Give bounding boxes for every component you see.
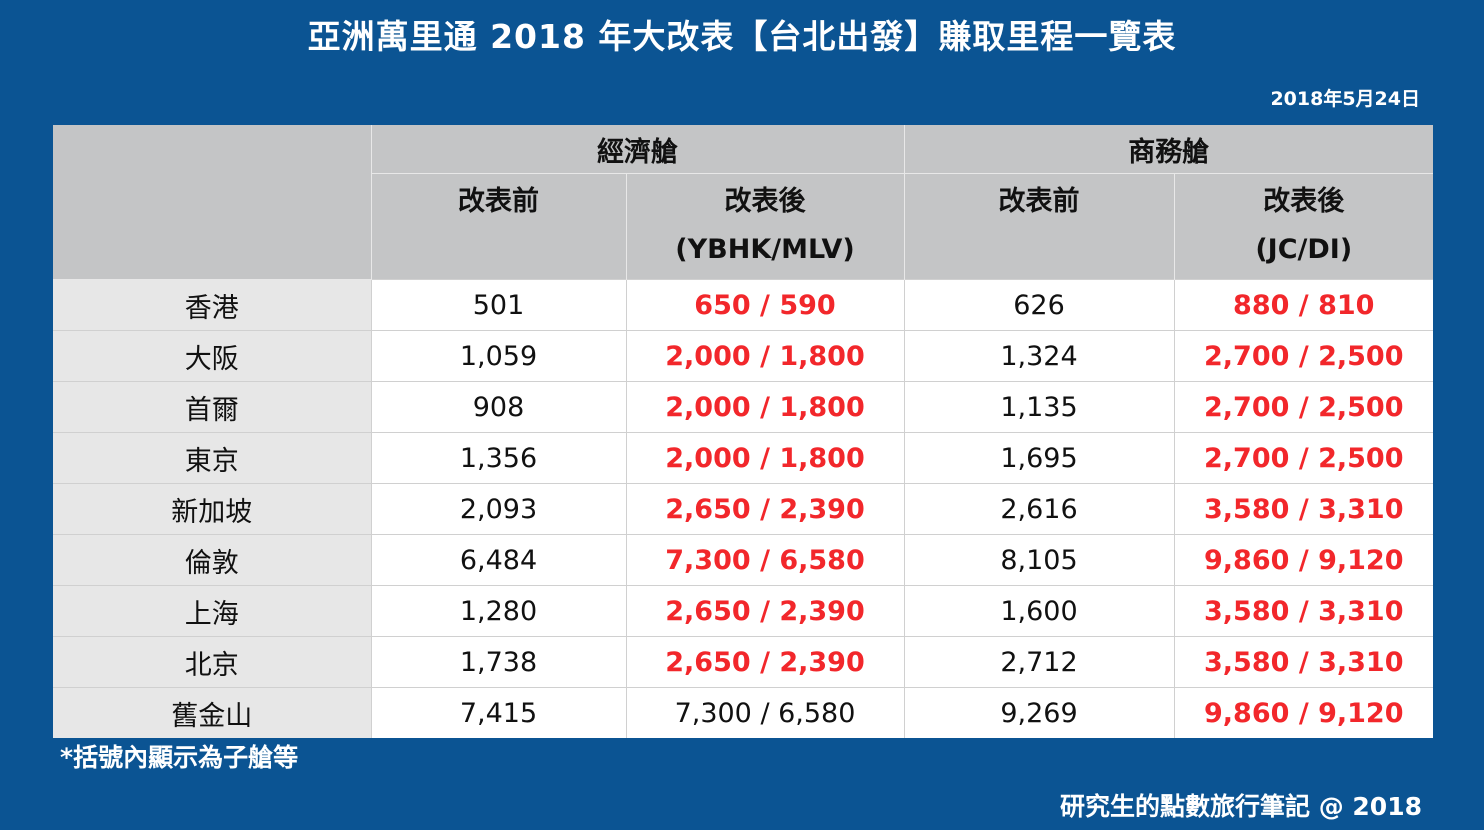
economy-after-cell: 2,650 / 2,390 bbox=[625, 483, 904, 535]
table-row: 東京 1,356 2,000 / 1,800 1,695 2,700 / 2,5… bbox=[53, 432, 1433, 484]
economy-before-cell: 908 bbox=[370, 381, 626, 433]
table-row: 香港 501 650 / 590 626 880 / 810 bbox=[53, 279, 1433, 331]
economy-before-cell: 1,280 bbox=[370, 585, 626, 637]
business-before-cell: 2,616 bbox=[903, 483, 1174, 535]
business-after-cell: 9,860 / 9,120 bbox=[1173, 687, 1433, 738]
table-row: 舊金山 7,415 7,300 / 6,580 9,269 9,860 / 9,… bbox=[53, 687, 1433, 738]
business-after-header: 改表後 (JC/DI) bbox=[1173, 173, 1433, 280]
business-after-cell: 3,580 / 3,310 bbox=[1173, 636, 1433, 688]
economy-before-cell: 2,093 bbox=[370, 483, 626, 535]
business-before-header: 改表前 bbox=[903, 173, 1174, 280]
economy-group-header: 經濟艙 bbox=[370, 125, 904, 174]
economy-before-cell: 7,415 bbox=[370, 687, 626, 738]
economy-after-cell: 650 / 590 bbox=[625, 279, 904, 331]
business-after-cell: 3,580 / 3,310 bbox=[1173, 483, 1433, 535]
business-after-cell: 2,700 / 2,500 bbox=[1173, 330, 1433, 382]
city-cell: 舊金山 bbox=[53, 687, 371, 738]
economy-after-cell: 2,000 / 1,800 bbox=[625, 330, 904, 382]
city-cell: 東京 bbox=[53, 432, 371, 484]
city-cell: 上海 bbox=[53, 585, 371, 637]
business-after-cell: 3,580 / 3,310 bbox=[1173, 585, 1433, 637]
economy-after-cell: 7,300 / 6,580 bbox=[625, 687, 904, 738]
economy-before-cell: 1,356 bbox=[370, 432, 626, 484]
table-row: 倫敦 6,484 7,300 / 6,580 8,105 9,860 / 9,1… bbox=[53, 534, 1433, 586]
table-row: 上海 1,280 2,650 / 2,390 1,600 3,580 / 3,3… bbox=[53, 585, 1433, 637]
economy-before-cell: 1,738 bbox=[370, 636, 626, 688]
economy-after-cell: 2,000 / 1,800 bbox=[625, 432, 904, 484]
table-header-group-row: 經濟艙 商務艙 bbox=[53, 125, 1433, 280]
business-before-cell: 1,600 bbox=[903, 585, 1174, 637]
business-after-cell: 2,700 / 2,500 bbox=[1173, 432, 1433, 484]
header-label: 改表後 bbox=[724, 186, 806, 217]
table-row: 北京 1,738 2,650 / 2,390 2,712 3,580 / 3,3… bbox=[53, 636, 1433, 688]
economy-before-cell: 501 bbox=[370, 279, 626, 331]
page-title: 亞洲萬里通 2018 年大改表【台北出發】賺取里程一覽表 bbox=[307, 17, 1177, 56]
city-cell: 大阪 bbox=[53, 330, 371, 382]
mileage-table: 經濟艙 商務艙 改表前 改表後 (YBHK/MLV) 改表前 改表後 (JC/D… bbox=[53, 125, 1433, 738]
economy-after-cell: 2,650 / 2,390 bbox=[625, 636, 904, 688]
economy-before-header: 改表前 bbox=[370, 173, 626, 280]
table-row: 新加坡 2,093 2,650 / 2,390 2,616 3,580 / 3,… bbox=[53, 483, 1433, 535]
table-row: 大阪 1,059 2,000 / 1,800 1,324 2,700 / 2,5… bbox=[53, 330, 1433, 382]
table-row: 首爾 908 2,000 / 1,800 1,135 2,700 / 2,500 bbox=[53, 381, 1433, 433]
economy-after-cell: 2,650 / 2,390 bbox=[625, 585, 904, 637]
city-cell: 北京 bbox=[53, 636, 371, 688]
table-corner-cell bbox=[53, 125, 371, 280]
business-group-header: 商務艙 bbox=[903, 125, 1433, 174]
header-label: 改表前 bbox=[998, 186, 1080, 217]
business-after-cell: 9,860 / 9,120 bbox=[1173, 534, 1433, 586]
city-cell: 香港 bbox=[53, 279, 371, 331]
header-sublabel: (YBHK/MLV) bbox=[675, 234, 855, 265]
header-label: 改表後 bbox=[1263, 186, 1345, 217]
table-subheader-row: 改表前 改表後 (YBHK/MLV) 改表前 改表後 (JC/DI) bbox=[53, 173, 1433, 280]
business-after-cell: 2,700 / 2,500 bbox=[1173, 381, 1433, 433]
footnote: *括號內顯示為子艙等 bbox=[60, 743, 299, 772]
business-before-cell: 1,135 bbox=[903, 381, 1174, 433]
city-cell: 新加坡 bbox=[53, 483, 371, 535]
economy-before-cell: 6,484 bbox=[370, 534, 626, 586]
credit-line: 研究生的點數旅行筆記 @ 2018 bbox=[1060, 792, 1422, 821]
business-before-cell: 1,324 bbox=[903, 330, 1174, 382]
business-before-cell: 9,269 bbox=[903, 687, 1174, 738]
economy-after-cell: 2,000 / 1,800 bbox=[625, 381, 904, 433]
business-before-cell: 626 bbox=[903, 279, 1174, 331]
city-cell: 倫敦 bbox=[53, 534, 371, 586]
date-label: 2018年5月24日 bbox=[1270, 88, 1420, 110]
business-before-cell: 2,712 bbox=[903, 636, 1174, 688]
business-before-cell: 8,105 bbox=[903, 534, 1174, 586]
business-before-cell: 1,695 bbox=[903, 432, 1174, 484]
header-label: 改表前 bbox=[458, 186, 539, 217]
economy-after-cell: 7,300 / 6,580 bbox=[625, 534, 904, 586]
economy-before-cell: 1,059 bbox=[370, 330, 626, 382]
economy-after-header: 改表後 (YBHK/MLV) bbox=[625, 173, 904, 280]
city-cell: 首爾 bbox=[53, 381, 371, 433]
business-after-cell: 880 / 810 bbox=[1173, 279, 1433, 331]
header-sublabel: (JC/DI) bbox=[1255, 234, 1353, 265]
